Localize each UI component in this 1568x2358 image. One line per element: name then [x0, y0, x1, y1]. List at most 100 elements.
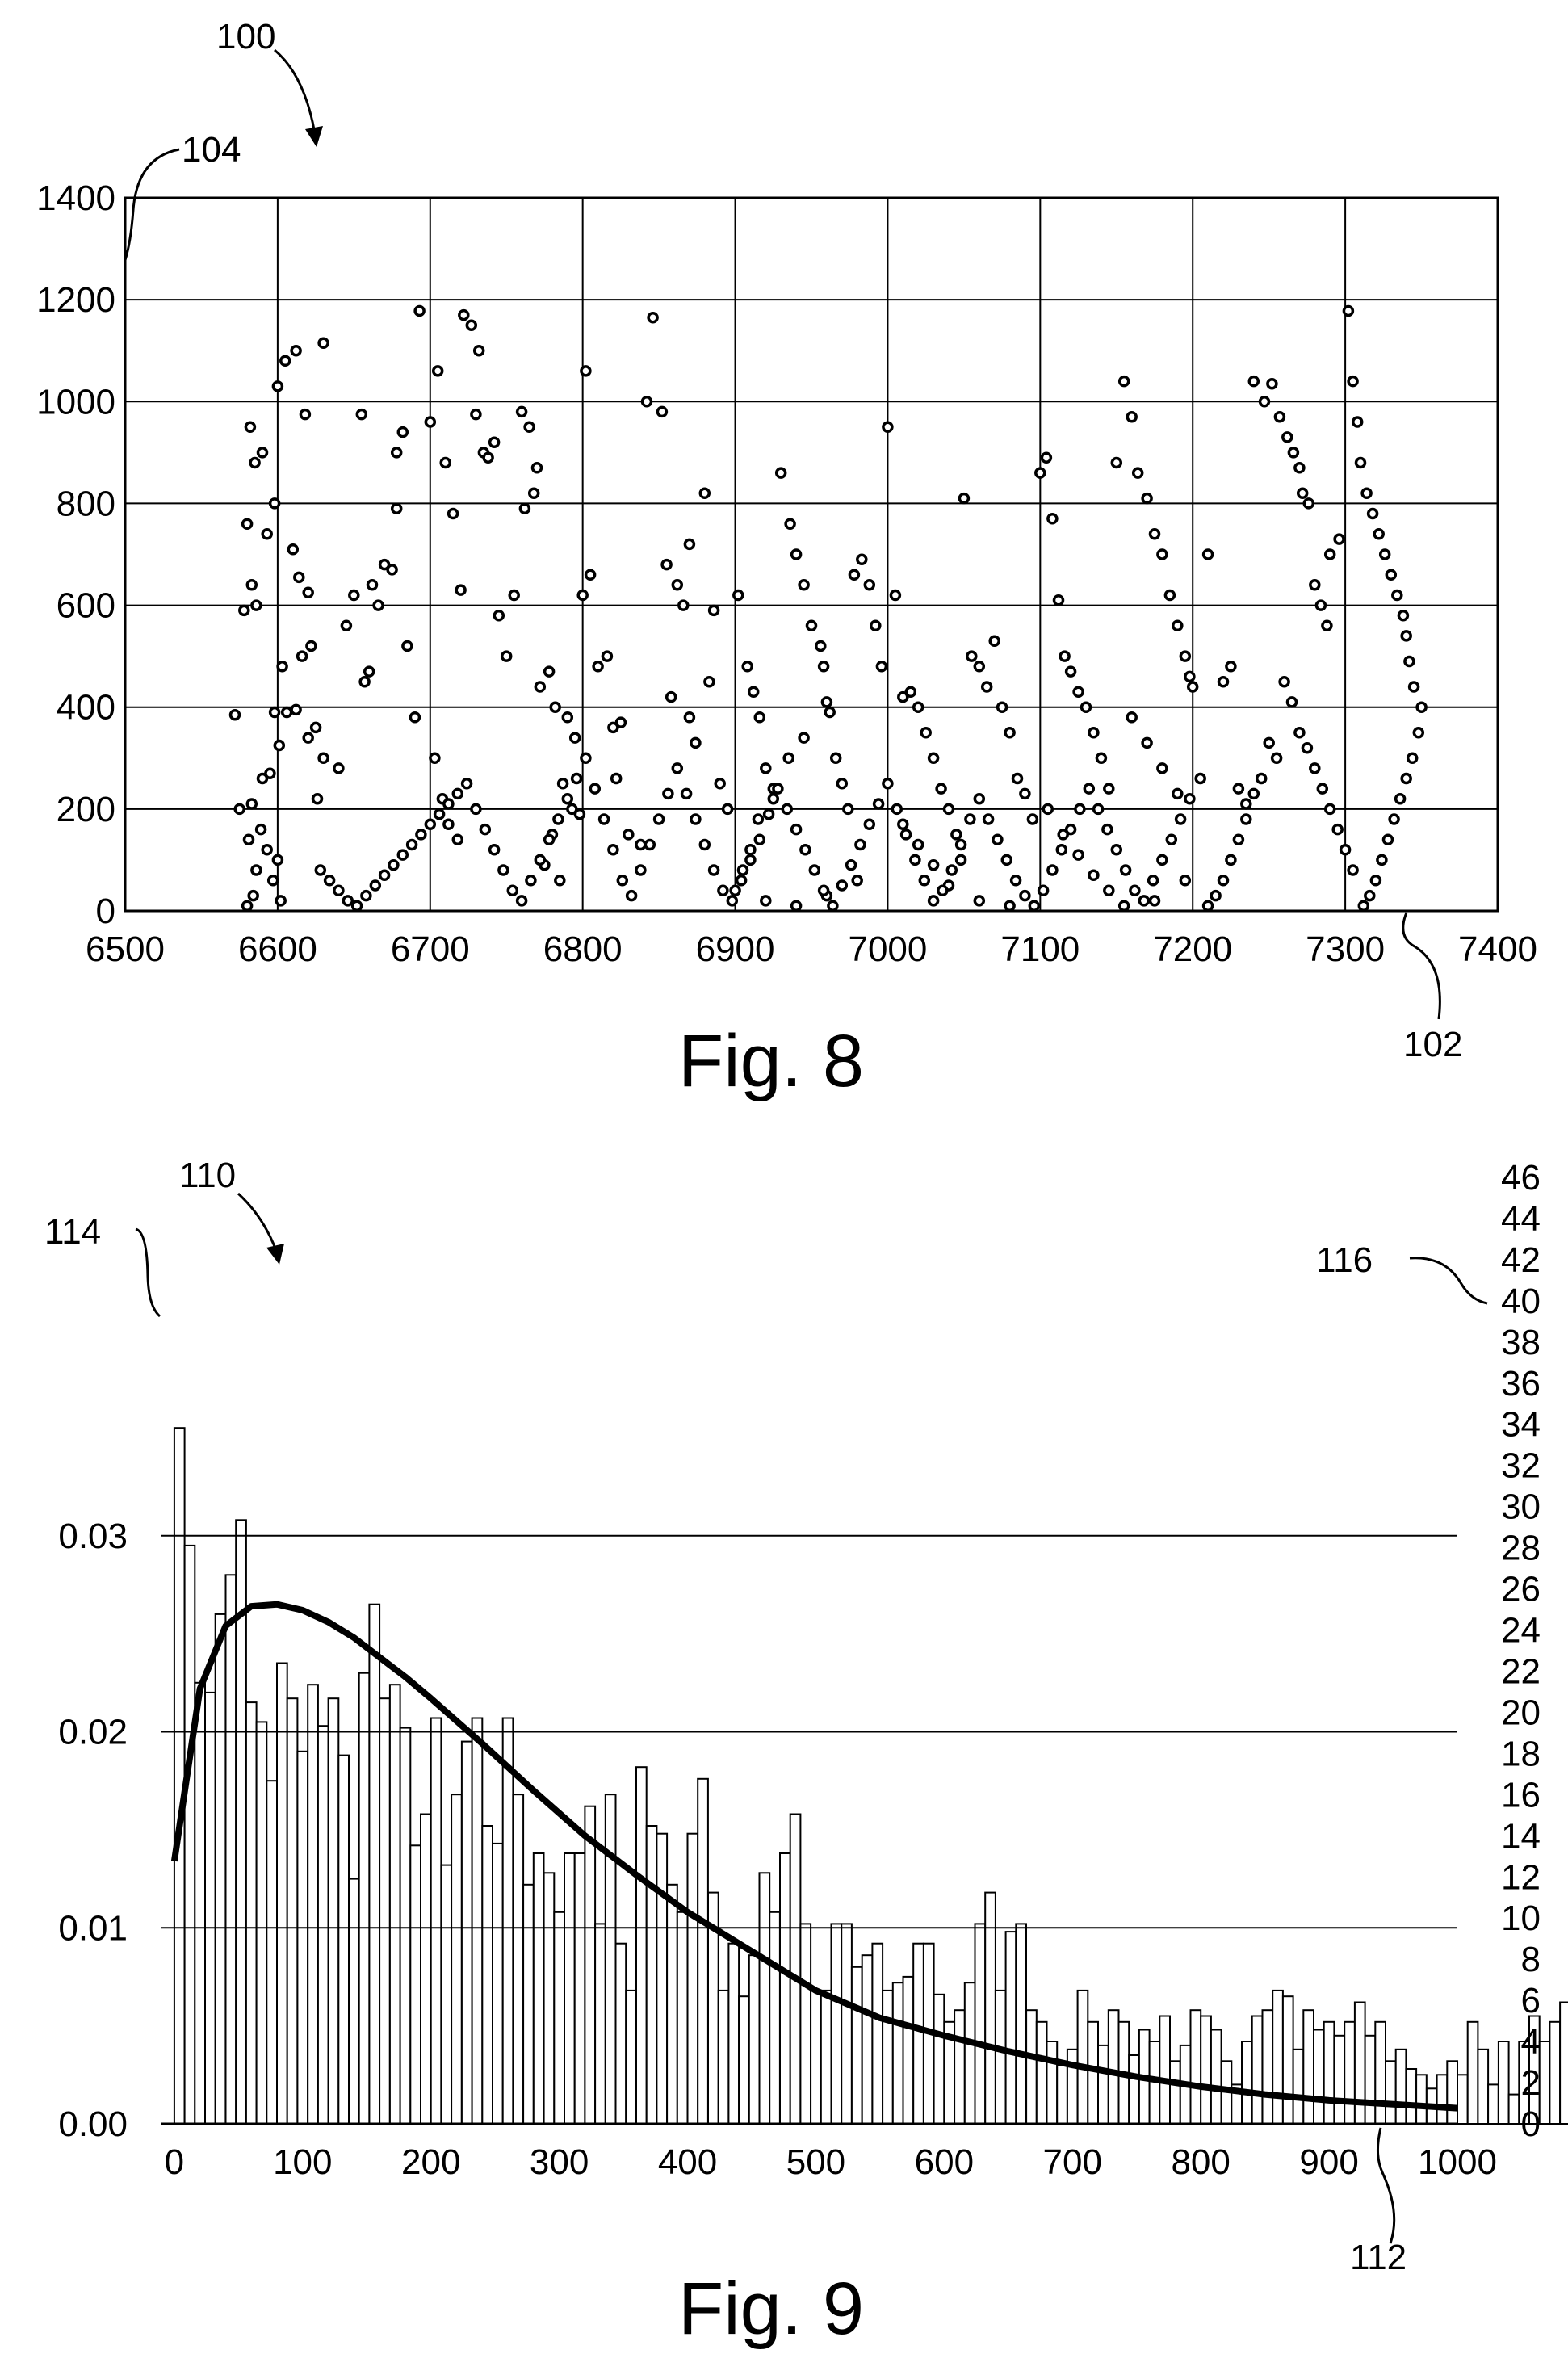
fig8-data-point [515, 405, 528, 418]
fig8-data-point [244, 421, 257, 434]
fig8-data-point [927, 752, 940, 765]
fig8-data-point [431, 365, 444, 377]
fig8-data-point [1156, 762, 1168, 774]
fig8-data-point [1321, 619, 1333, 632]
fig8-x-tick-label: 7200 [1153, 929, 1232, 969]
fig8-data-point [442, 798, 455, 810]
fig8-data-point [942, 803, 955, 816]
fig8-data-point [1059, 650, 1071, 662]
fig8-data-point [623, 829, 635, 841]
fig8-data-point [261, 844, 273, 856]
fig9-bar [388, 1684, 401, 2125]
fig8-data-point [1314, 599, 1327, 611]
fig9-right-tick-label: 2 [1521, 2063, 1541, 2103]
fig9-bar [1333, 2034, 1346, 2125]
fig8-data-point [1293, 462, 1306, 474]
fig8-data-point [1101, 823, 1113, 836]
fig8-data-point [897, 818, 909, 831]
fig8-data-point [909, 854, 921, 866]
fig9-bar [1272, 1989, 1284, 2125]
fig8-data-point [1141, 736, 1153, 749]
fig8-data-point [836, 778, 849, 790]
fig8-data-point [683, 711, 696, 724]
fig8-data-point [1057, 829, 1069, 841]
fig9-bar [1128, 2054, 1140, 2125]
fig8-data-point [415, 829, 427, 841]
fig9-bar [1015, 1923, 1028, 2125]
fig8-data-point [442, 818, 455, 831]
fig8-data-point [534, 681, 547, 693]
fig9-bar [1292, 2048, 1305, 2125]
fig9-x-tick-label: 500 [786, 2142, 845, 2182]
fig9-bars [173, 1427, 1568, 2125]
fig8-data-point [386, 564, 398, 576]
fig8-data-point [1302, 497, 1315, 510]
fig9-bar [1436, 2074, 1449, 2125]
fig8-data-point [523, 421, 535, 434]
fig8-data-point [1072, 686, 1084, 699]
fig8-data-point [808, 864, 821, 876]
fig8-data-point [250, 864, 262, 876]
fig8-data-point [241, 900, 254, 912]
fig8-data-point [1147, 874, 1159, 887]
fig9-bar [1046, 2041, 1059, 2125]
fig9-bar [594, 1923, 606, 2125]
fig8-data-point [889, 589, 902, 602]
fig9-bar [1549, 2020, 1562, 2125]
fig9-right-tick-label: 34 [1501, 1405, 1541, 1445]
fig9-bar [564, 1852, 576, 2125]
fig8-data-point [247, 889, 259, 902]
fig9-bar [451, 1794, 463, 2125]
fig9-bar [286, 1697, 299, 2125]
fig9-x-tick-label: 800 [1171, 2142, 1230, 2182]
fig8-data-point [447, 507, 459, 520]
fig8-data-point [698, 838, 711, 851]
fig8-data-point [460, 778, 473, 790]
fig8-data-point [937, 884, 949, 897]
fig8-data-point [451, 833, 464, 845]
fig9-bar [697, 1777, 709, 2125]
fig8-data-point [992, 833, 1004, 845]
fig8-data-point [1156, 548, 1168, 560]
fig8-data-point [554, 874, 566, 887]
fig9-bar [1159, 2015, 1172, 2125]
fig8-data-point [1034, 467, 1046, 479]
fig9-right-tick-label: 40 [1501, 1282, 1541, 1321]
fig8-y-tick-label: 200 [57, 790, 115, 829]
fig8-data-point [640, 396, 653, 408]
fig9-bar [861, 1954, 874, 2125]
fig9-right-tick-label: 36 [1501, 1364, 1541, 1403]
fig8-data-point [566, 803, 578, 816]
fig8-data-point [305, 640, 317, 652]
fig8-data-point [1247, 787, 1260, 800]
fig8-data-point [254, 823, 267, 836]
fig8-data-point [698, 487, 711, 500]
fig8-grid [124, 196, 1499, 913]
fig9-x-tick-label: 100 [273, 2142, 332, 2182]
fig9-bar [1538, 2041, 1551, 2125]
fig8-data-point [635, 838, 647, 851]
fig8-data-point [652, 813, 665, 825]
fig8-x-tick-label: 7100 [1000, 929, 1080, 969]
fig8-y-tick-label: 600 [57, 586, 115, 626]
fig9-bar [553, 1911, 565, 2125]
fig9-left-tick-label: 0.00 [58, 2104, 128, 2144]
fig8-data-point [601, 650, 614, 662]
fig9-bar [214, 1613, 227, 2125]
fig8-data-point [817, 884, 830, 897]
fig9-bar [891, 1982, 904, 2125]
fig8-x-tick-label: 6900 [696, 929, 775, 969]
fig8-data-point [1217, 675, 1230, 688]
fig8-data-point [729, 884, 741, 897]
fig8-data-point [369, 879, 382, 892]
fig8-caption: Fig. 8 [678, 1020, 864, 1102]
fig9-bar [183, 1544, 196, 2125]
fig8-data-point [882, 778, 894, 790]
fig9-bar [1107, 2009, 1120, 2125]
fig9-right-tick-label: 6 [1521, 1981, 1541, 2020]
fig9-bar [532, 1852, 545, 2125]
fig8-data-point [1055, 844, 1068, 856]
fig8-data-point [1347, 864, 1359, 876]
fig8-data-point [390, 502, 403, 514]
fig8-data-point [525, 874, 537, 887]
